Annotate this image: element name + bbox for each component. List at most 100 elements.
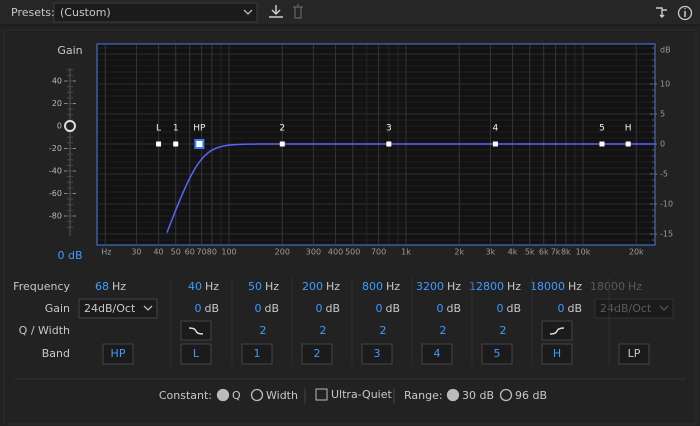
save-preset-icon[interactable] bbox=[269, 5, 283, 18]
frequency-value: 40 bbox=[188, 280, 202, 293]
q-value[interactable]: 2 bbox=[320, 324, 327, 337]
frequency-unit: Hz bbox=[507, 280, 521, 293]
band-toggle-button[interactable] bbox=[180, 343, 212, 365]
band-toggle-button[interactable] bbox=[421, 343, 453, 365]
preset-value[interactable]: (Custom) bbox=[60, 6, 111, 19]
band-toggle-label[interactable]: LP bbox=[628, 347, 641, 360]
range-option-label[interactable]: 30 dB bbox=[462, 389, 494, 402]
range-radio[interactable] bbox=[446, 388, 460, 402]
band-toggle-label[interactable]: 3 bbox=[374, 347, 381, 360]
shelf-shape-icon bbox=[188, 327, 204, 335]
panel-frame bbox=[3, 29, 697, 425]
band-handle[interactable] bbox=[173, 141, 179, 147]
frequency-unit: Hz bbox=[568, 280, 582, 293]
band-handle[interactable] bbox=[599, 141, 605, 147]
frequency-value: 3200 bbox=[416, 280, 444, 293]
range-radio[interactable] bbox=[499, 388, 513, 402]
frequency-value: 800 bbox=[362, 280, 383, 293]
frequency-field[interactable]: 18000 Hz bbox=[530, 280, 582, 293]
shelf-shape-icon bbox=[549, 327, 565, 335]
gain-tick-label: -60 bbox=[49, 189, 62, 198]
freq-tick-label: 1k bbox=[401, 248, 411, 257]
frequency-unit: Hz bbox=[326, 280, 340, 293]
band-toggle-label[interactable]: 1 bbox=[254, 347, 261, 360]
band-toggle-button[interactable] bbox=[481, 343, 513, 365]
band-row-label: Band bbox=[42, 347, 70, 360]
band-toggle-label[interactable]: H bbox=[553, 347, 561, 360]
presets-dropdown[interactable] bbox=[53, 2, 258, 23]
band-toggle-button[interactable] bbox=[618, 343, 650, 365]
q-value[interactable]: 2 bbox=[260, 324, 267, 337]
band-handle[interactable] bbox=[156, 141, 162, 147]
freq-tick-label: 20k bbox=[629, 248, 644, 257]
db-tick-label: 0 bbox=[660, 140, 665, 149]
delete-preset-icon[interactable] bbox=[293, 4, 303, 19]
gain-field[interactable]: 0 dB bbox=[194, 302, 219, 315]
constant-radio[interactable] bbox=[250, 388, 264, 402]
slope-dropdown[interactable] bbox=[78, 298, 158, 319]
band-toggle-label[interactable]: 2 bbox=[314, 347, 321, 360]
band-toggle-button[interactable] bbox=[241, 343, 273, 365]
frequency-field[interactable]: 3200 Hz bbox=[416, 280, 461, 293]
q-value[interactable]: 2 bbox=[380, 324, 387, 337]
constant-option-label[interactable]: Width bbox=[266, 389, 298, 402]
band-toggle-label[interactable]: 5 bbox=[494, 347, 501, 360]
gain-knob[interactable] bbox=[64, 120, 76, 132]
gain-tick-label: 40 bbox=[52, 77, 62, 86]
band-toggle-label[interactable]: HP bbox=[111, 347, 126, 360]
q-width-row-label: Q / Width bbox=[19, 324, 70, 337]
band-handle[interactable] bbox=[194, 139, 205, 149]
band-toggle-label[interactable]: L bbox=[193, 347, 200, 360]
master-gain-value[interactable]: 0 dB bbox=[57, 249, 82, 262]
constant-radio[interactable] bbox=[216, 388, 230, 402]
frequency-field[interactable]: 68 Hz bbox=[95, 280, 126, 293]
band-handle[interactable] bbox=[386, 141, 392, 147]
frequency-field[interactable]: 12800 Hz bbox=[469, 280, 521, 293]
gain-tick-label: -40 bbox=[49, 167, 62, 176]
freq-tick-label: 7k bbox=[551, 248, 561, 257]
frequency-value: 18000 bbox=[590, 280, 625, 293]
band-toggle-button[interactable] bbox=[301, 343, 333, 365]
gain-field[interactable]: 0 dB bbox=[254, 302, 279, 315]
constant-option-label[interactable]: Q bbox=[232, 389, 241, 402]
gain-label: Gain bbox=[57, 44, 82, 57]
band-toggle-button[interactable] bbox=[102, 343, 134, 365]
band-toggle-label[interactable]: 4 bbox=[434, 347, 441, 360]
gain-value: 0 bbox=[375, 302, 382, 315]
band-handle[interactable] bbox=[625, 141, 631, 147]
dropdown-arrow bbox=[659, 305, 669, 311]
gain-value: 0 bbox=[254, 302, 261, 315]
gain-field[interactable]: 0 dB bbox=[375, 302, 400, 315]
q-value[interactable]: 2 bbox=[500, 324, 507, 337]
band-handle[interactable] bbox=[492, 141, 498, 147]
gain-field[interactable]: 0 dB bbox=[315, 302, 340, 315]
slope-value: 24dB/Oct bbox=[600, 302, 652, 315]
freq-tick-label: 6k bbox=[539, 248, 549, 257]
band-toggle-button[interactable] bbox=[541, 343, 573, 365]
frequency-field[interactable]: 200 Hz bbox=[302, 280, 340, 293]
info-icon[interactable] bbox=[677, 5, 693, 21]
q-value[interactable]: 2 bbox=[440, 324, 447, 337]
freq-tick-label: 60 bbox=[185, 248, 195, 257]
band-toggle-button[interactable] bbox=[361, 343, 393, 365]
ultra-quiet-label[interactable]: Ultra-Quiet bbox=[331, 388, 393, 401]
frequency-value: 18000 bbox=[530, 280, 565, 293]
freq-tick-label: 700 bbox=[371, 248, 386, 257]
range-label: Range: bbox=[404, 389, 443, 402]
band-handle[interactable] bbox=[279, 141, 285, 147]
ultra-quiet-checkbox[interactable] bbox=[315, 388, 328, 401]
frequency-field[interactable]: 50 Hz bbox=[248, 280, 279, 293]
gain-field[interactable]: 0 dB bbox=[436, 302, 461, 315]
frequency-field[interactable]: 40 Hz bbox=[188, 280, 219, 293]
band-handle-label: 2 bbox=[279, 124, 285, 134]
band-handle-label: 3 bbox=[386, 124, 392, 134]
routing-icon[interactable] bbox=[656, 7, 667, 18]
gain-value: 0 bbox=[194, 302, 201, 315]
frequency-field[interactable]: 800 Hz bbox=[362, 280, 400, 293]
gain-unit: dB bbox=[264, 302, 279, 315]
gain-value: 0 bbox=[557, 302, 564, 315]
gain-field[interactable]: 0 dB bbox=[557, 302, 582, 315]
slope-value[interactable]: 24dB/Oct bbox=[84, 302, 136, 315]
gain-field[interactable]: 0 dB bbox=[496, 302, 521, 315]
range-option-label[interactable]: 96 dB bbox=[515, 389, 547, 402]
